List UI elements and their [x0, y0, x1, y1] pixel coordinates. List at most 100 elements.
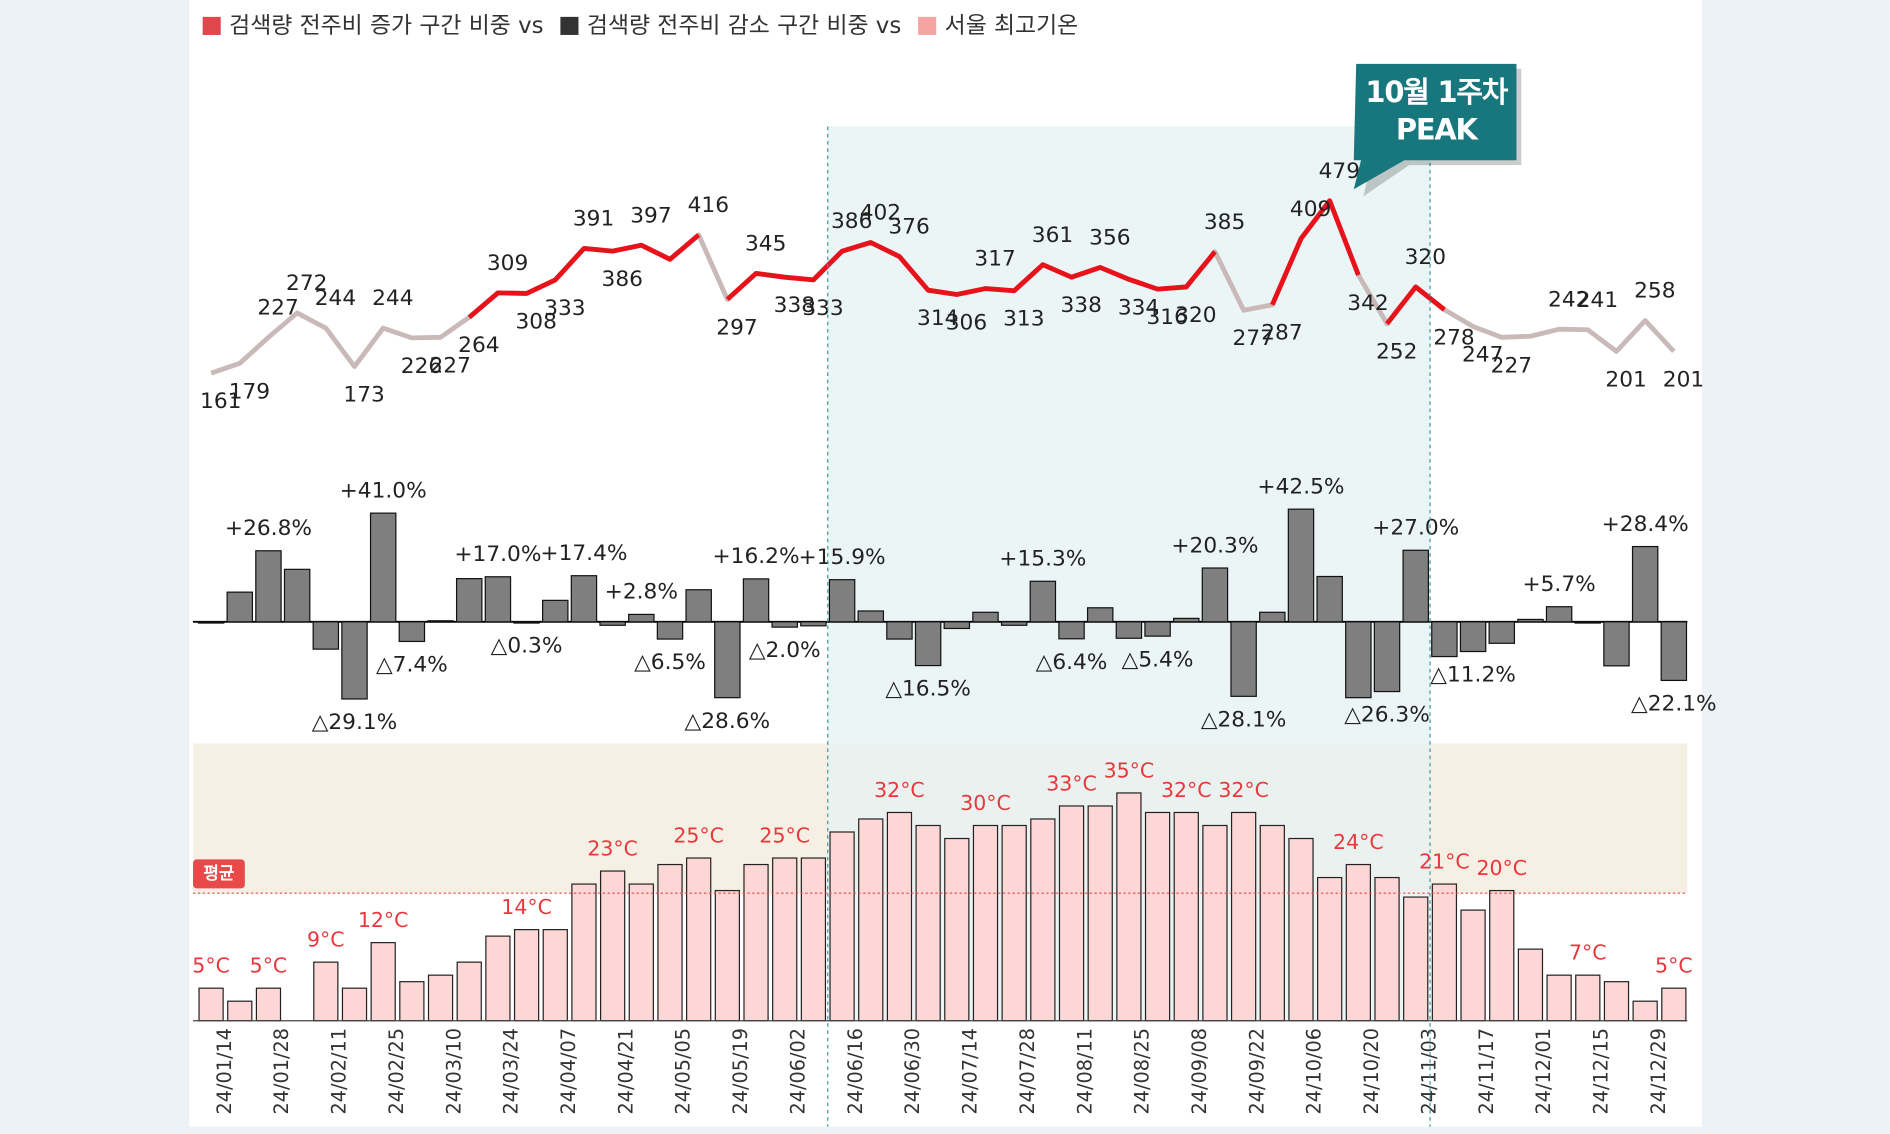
change-bar — [1230, 621, 1257, 697]
rise-line — [1385, 284, 1446, 326]
callout-box — [1353, 63, 1517, 190]
line-value-label: 333 — [544, 296, 585, 321]
change-label: △28.6% — [685, 709, 771, 734]
line-value-label: 317 — [974, 247, 1015, 272]
line-value-label: 333 — [802, 296, 843, 321]
change-bar — [312, 621, 340, 650]
change-label: +17.0% — [454, 542, 541, 567]
line-value-label: 227 — [257, 295, 298, 320]
change-bar — [1345, 621, 1372, 699]
change-bar — [197, 621, 225, 624]
change-bar — [369, 512, 397, 623]
temp-bar — [313, 961, 339, 1022]
change-label: +15.9% — [799, 545, 886, 570]
change-bar — [1373, 621, 1401, 693]
line-value-label: 244 — [372, 286, 413, 311]
temp-bar — [227, 1000, 253, 1022]
change-label: △5.4% — [1122, 647, 1194, 672]
line-value-label: 320 — [1405, 245, 1446, 270]
change-bar — [628, 613, 655, 623]
line-value-label: 342 — [1347, 291, 1388, 316]
change-bar — [1259, 611, 1286, 623]
temp-bar — [1517, 948, 1544, 1022]
temp-bar — [915, 824, 941, 1022]
temp-label: 5°C — [192, 953, 230, 977]
x-tick-label: 24/09/08 — [1188, 1028, 1211, 1115]
callout-text: PEAK — [1396, 112, 1480, 146]
rise-line — [1270, 198, 1361, 306]
line-value-label: 345 — [745, 231, 786, 256]
line-value-label: 309 — [487, 251, 528, 276]
x-tick-label: 24/12/15 — [1590, 1028, 1613, 1115]
change-bar — [542, 599, 569, 623]
temp-bar — [800, 857, 827, 1022]
change-bar — [570, 575, 598, 623]
temp-bar — [972, 824, 999, 1022]
change-label: △26.3% — [1344, 703, 1430, 728]
change-label: △6.4% — [1036, 650, 1108, 675]
line-value-label: 338 — [774, 293, 815, 318]
change-bar — [283, 568, 311, 623]
change-bar — [914, 621, 942, 667]
average-badge — [193, 859, 245, 889]
line-value-label: 386 — [831, 209, 872, 234]
change-label: △16.5% — [885, 677, 971, 702]
x-tick-label: 24/08/25 — [1131, 1028, 1154, 1115]
temp-bar — [1603, 981, 1630, 1022]
change-bar — [455, 578, 483, 623]
x-tick-label: 24/05/19 — [729, 1028, 752, 1115]
line-value-label: 402 — [860, 201, 901, 226]
line-value-label: 258 — [1634, 279, 1675, 304]
temp-bar — [399, 981, 425, 1022]
change-bar — [484, 576, 512, 623]
change-label: △6.5% — [634, 650, 706, 675]
line-value-label: 226 — [401, 354, 442, 379]
change-label: +17.4% — [540, 541, 627, 566]
change-label: △0.3% — [491, 634, 563, 659]
temp-label: 30°C — [960, 791, 1011, 815]
change-bar — [341, 621, 368, 700]
temp-bar — [1173, 811, 1199, 1022]
change-label: △2.0% — [749, 638, 821, 663]
change-bar — [398, 621, 426, 643]
x-tick-label: 24/06/16 — [844, 1028, 867, 1115]
temp-bar — [686, 857, 712, 1022]
change-bar — [1603, 621, 1630, 667]
temp-bar — [1317, 876, 1343, 1022]
change-label: +2.8% — [605, 580, 678, 605]
legend-swatch — [918, 16, 937, 35]
change-label: +26.8% — [225, 516, 312, 541]
x-tick-label: 24/07/14 — [959, 1028, 982, 1115]
change-bar — [771, 621, 798, 628]
line-value-label: 479 — [1319, 159, 1360, 184]
change-bar — [656, 621, 684, 640]
line-value-label: 320 — [1175, 303, 1216, 328]
change-bar — [800, 621, 827, 627]
change-bar — [513, 621, 540, 624]
temp-bar — [1288, 837, 1314, 1022]
line-value-label: 338 — [1060, 293, 1101, 318]
temp-bar — [1403, 896, 1429, 1022]
change-bar — [943, 621, 971, 630]
change-bar — [255, 550, 282, 623]
line-value-label: 252 — [1376, 340, 1417, 365]
line-value-label: 247 — [1462, 342, 1503, 367]
line-value-label: 361 — [1032, 223, 1073, 248]
temp-bar — [1575, 974, 1601, 1022]
change-bar — [1459, 621, 1487, 653]
change-bar — [1660, 621, 1688, 682]
temp-label: 12°C — [358, 908, 409, 932]
line-value-label: 386 — [602, 267, 643, 292]
temp-bar — [255, 987, 282, 1022]
x-tick-label: 24/02/25 — [385, 1028, 408, 1115]
temp-bar — [1259, 824, 1285, 1022]
temp-label: 23°C — [587, 836, 638, 860]
line-value-label: 297 — [716, 315, 757, 340]
temp-label: 32°C — [1161, 778, 1212, 802]
temp-label: 14°C — [501, 895, 552, 919]
temp-bar — [1460, 909, 1486, 1022]
change-bar — [972, 611, 999, 623]
change-bar — [599, 621, 626, 626]
temp-bar — [628, 883, 654, 1022]
